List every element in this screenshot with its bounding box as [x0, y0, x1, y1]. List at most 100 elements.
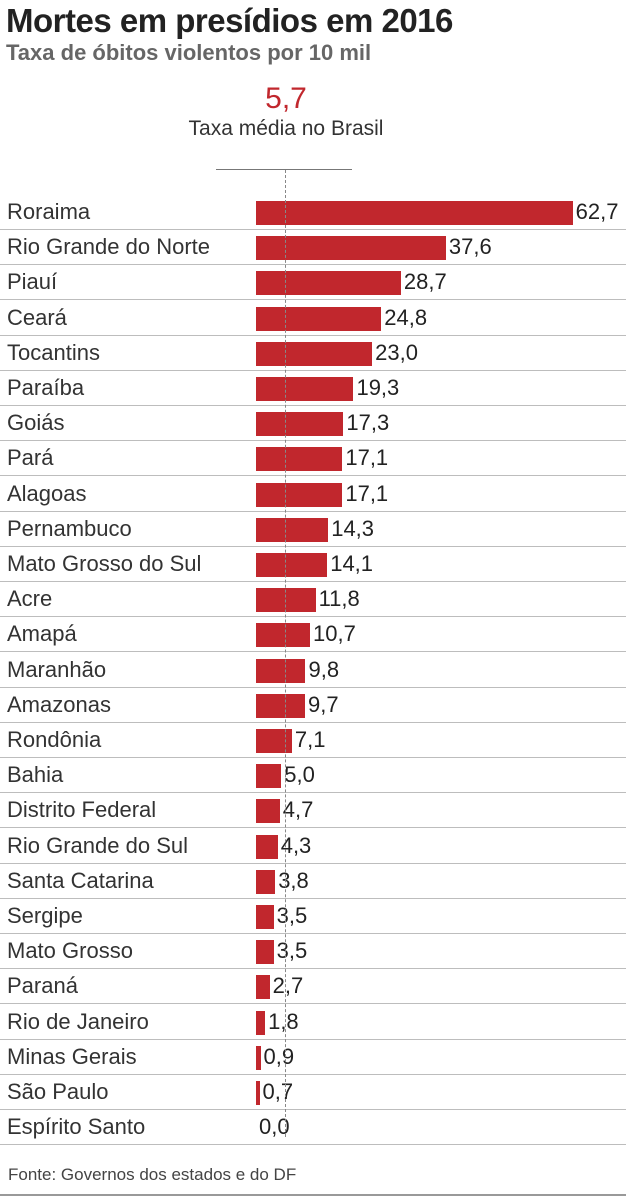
value-label: 11,8 — [318, 586, 360, 612]
row-divider — [0, 369, 626, 371]
row-divider — [0, 510, 626, 512]
row-divider — [0, 405, 626, 406]
value-label: 28,7 — [403, 269, 447, 295]
row-divider — [0, 721, 626, 723]
value-label: 14,3 — [331, 515, 375, 541]
bar — [256, 905, 274, 929]
average-underline — [216, 169, 352, 170]
category-label: Sergipe — [7, 903, 83, 928]
value-label: 3,5 — [276, 903, 308, 928]
category-label: Tocantins — [7, 339, 100, 365]
category-label: Espírito Santo — [7, 1114, 146, 1140]
value-label: 2,7 — [272, 973, 304, 999]
value-label: 17,1 — [345, 445, 389, 471]
row-divider — [0, 757, 626, 758]
source-note: Fonte: Governos dos estados e do DF — [8, 1165, 297, 1184]
category-label: Goiás — [7, 410, 65, 436]
bar — [256, 306, 382, 331]
row-divider — [0, 897, 626, 899]
value-label: 9,7 — [307, 691, 339, 717]
category-label: Ceará — [7, 304, 67, 330]
chart-subtitle: Taxa de óbitos violentos por 10 mil — [6, 40, 372, 65]
category-label: Acre — [7, 586, 53, 612]
value-label: 0,7 — [262, 1079, 294, 1104]
bar-row: Maranhão 9,8 — [0, 653, 626, 688]
row-divider — [0, 264, 626, 266]
value-label: 5,0 — [284, 762, 315, 788]
category-label: Mato Grosso — [7, 938, 133, 964]
value-label: 17,3 — [346, 410, 390, 436]
bar-row: Tocantins 23,0 — [0, 336, 626, 371]
bar-row: Roraima 62,7 — [0, 195, 626, 230]
bar-row: Paraná 2,7 — [0, 969, 626, 1005]
category-label: Rio de Janeiro — [7, 1008, 149, 1034]
category-label: Rio Grande do Norte — [7, 234, 210, 260]
bar — [256, 940, 274, 965]
bar — [256, 834, 278, 859]
value-label: 3,8 — [278, 867, 309, 893]
bar-row: Pará 17,1 — [0, 441, 626, 477]
bar-row: Distrito Federal 4,7 — [0, 793, 626, 829]
category-label: Amazonas — [7, 691, 111, 717]
bar — [256, 869, 276, 894]
value-label: 9,8 — [308, 656, 340, 682]
row-divider — [0, 792, 626, 794]
bar — [256, 623, 311, 648]
value-label: 62,7 — [575, 199, 619, 224]
category-label: Amapá — [7, 621, 77, 647]
bar — [256, 658, 306, 683]
bar — [256, 729, 292, 753]
bar — [256, 201, 573, 225]
category-label: Rondônia — [7, 727, 102, 752]
bar-row: Alagoas 17,1 — [0, 477, 626, 512]
average-label: Taxa média no Brasil — [188, 117, 384, 140]
category-label: Pernambuco — [7, 515, 132, 541]
value-label: 3,5 — [276, 938, 308, 964]
bar-row: Piauí 28,7 — [0, 265, 626, 301]
category-label: Roraima — [7, 199, 91, 224]
row-divider — [0, 862, 626, 864]
bar-row: Rondônia 7,1 — [0, 723, 626, 758]
row-divider — [0, 616, 626, 618]
row-divider — [0, 581, 626, 582]
value-label: 14,1 — [330, 551, 374, 576]
bar-row: Mato Grosso do Sul 14,1 — [0, 547, 626, 582]
category-label: Minas Gerais — [7, 1043, 137, 1069]
average-reference-line — [284, 170, 286, 1137]
value-label: 4,3 — [280, 832, 312, 858]
value-label: 0,9 — [263, 1043, 295, 1069]
bar — [256, 377, 354, 401]
bar-row: Ceará 24,8 — [0, 301, 626, 336]
category-label: Pará — [7, 445, 54, 471]
bar — [256, 1081, 260, 1105]
bar-row: Espírito Santo 0,0 — [0, 1110, 626, 1146]
category-label: Maranhão — [7, 656, 107, 682]
bar — [256, 553, 328, 577]
category-label: Santa Catarina — [7, 867, 154, 893]
bar-row: Rio Grande do Norte 37,6 — [0, 230, 626, 266]
row-divider — [0, 440, 626, 442]
row-divider — [0, 299, 626, 301]
bar — [256, 1010, 266, 1035]
average-value: 5,7 — [265, 82, 307, 115]
row-divider — [0, 1038, 626, 1040]
category-label: Bahia — [7, 762, 64, 788]
value-label: 4,7 — [282, 797, 314, 823]
bar-row: Pernambuco 14,3 — [0, 512, 626, 547]
bar-row: Rio Grande do Sul 4,3 — [0, 829, 626, 864]
row-divider — [0, 933, 626, 934]
value-label: 23,0 — [375, 339, 418, 365]
bar — [256, 799, 280, 824]
row-divider — [0, 1073, 626, 1075]
bar — [256, 482, 343, 507]
bar — [256, 236, 446, 261]
value-label: 10,7 — [313, 621, 356, 647]
bar-row: Acre 11,8 — [0, 582, 626, 618]
bar-row: Mato Grosso 3,5 — [0, 934, 626, 970]
row-divider — [0, 1144, 626, 1146]
bar — [256, 271, 401, 296]
row-divider — [0, 545, 626, 547]
row-divider — [0, 334, 626, 336]
row-divider — [0, 651, 626, 653]
bar — [256, 447, 343, 472]
